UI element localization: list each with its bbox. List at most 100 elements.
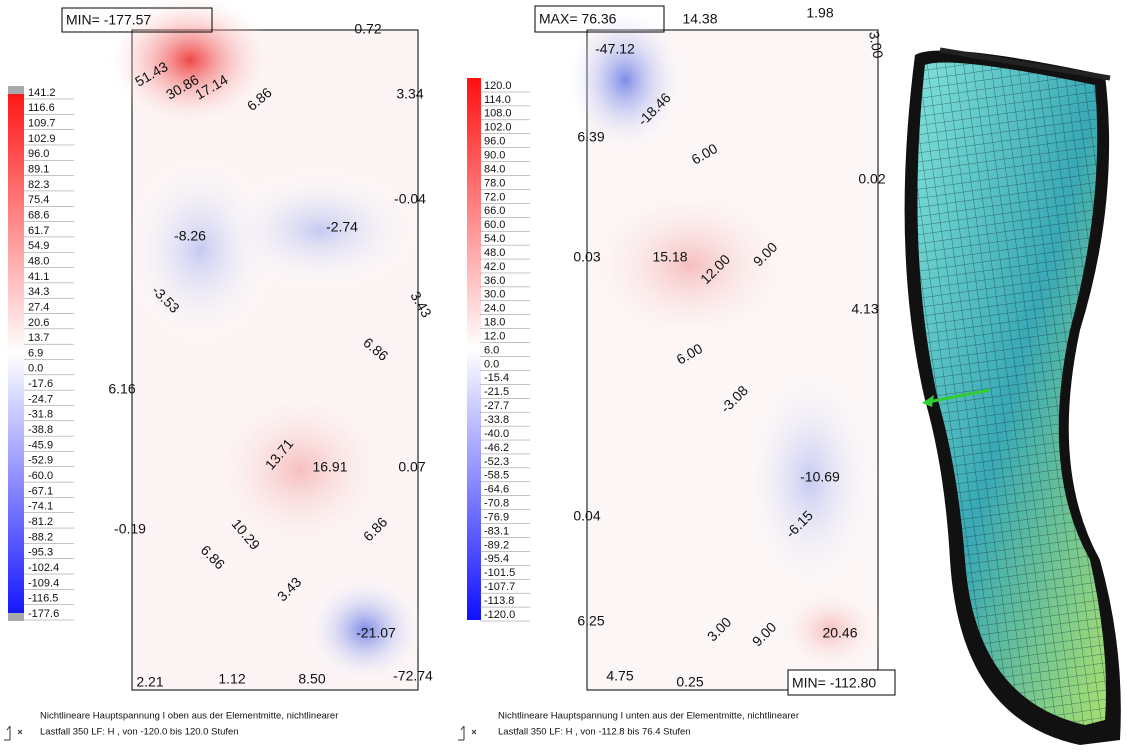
- legend-label: -83.1: [484, 525, 509, 537]
- legend-label: -109.4: [28, 577, 59, 589]
- legend-label: -67.1: [28, 485, 53, 497]
- contour-label: 3.34: [396, 86, 423, 102]
- legend-label: -64.6: [484, 484, 509, 496]
- contour-label: 1.98: [806, 5, 833, 21]
- legend-label: 27.4: [28, 301, 49, 313]
- legend-label: 72.0: [484, 191, 505, 203]
- contour-label: -21.07: [356, 625, 396, 641]
- legend-label: 0.0: [484, 358, 499, 370]
- legend-label: -38.8: [28, 424, 53, 436]
- contour-label: -47.12: [595, 41, 635, 57]
- footer-text: Nichtlineare Hauptspannung I oben aus de…: [40, 711, 338, 722]
- contour-label: 16.91: [312, 459, 347, 475]
- legend-label: -113.8: [484, 595, 514, 607]
- contour-label: -2.74: [326, 219, 358, 235]
- legend-label: 114.0: [484, 94, 511, 106]
- legend-label: 102.9: [28, 133, 56, 145]
- contour-label: 20.46: [822, 625, 857, 641]
- legend-label: -177.6: [28, 608, 59, 620]
- contour-label: 0.07: [398, 459, 425, 475]
- legend-label: 6.0: [484, 344, 499, 356]
- legend-label: 116.6: [28, 102, 55, 114]
- legend-label: 141.2: [28, 87, 56, 99]
- legend-label: -17.6: [28, 378, 53, 390]
- legend-label: 13.7: [28, 332, 49, 344]
- legend-label: 30.0: [484, 289, 505, 301]
- legend-label: 20.6: [28, 317, 49, 329]
- contour-label: -72.74: [393, 668, 433, 684]
- screenshot: MIN= -177.57 MAX= 76.36 MIN= -112.80 Nic…: [0, 0, 1127, 753]
- legend-label: 68.6: [28, 209, 49, 221]
- extreme-label: MIN= -112.80: [792, 675, 876, 691]
- extreme-label: MIN= -177.57: [66, 12, 151, 28]
- contour-label: 0.25: [676, 674, 703, 690]
- contour-label: 6.25: [577, 613, 604, 629]
- legend-label: 90.0: [484, 150, 505, 162]
- legend-label: 42.0: [484, 261, 505, 273]
- legend-label: -116.5: [28, 593, 58, 605]
- legend-label: 12.0: [484, 330, 505, 342]
- canvas: MIN= -177.57 MAX= 76.36 MIN= -112.80 Nic…: [0, 0, 1127, 753]
- legend-label: 48.0: [484, 247, 505, 259]
- contour-label: 1.12: [218, 671, 245, 687]
- legend-label: 109.7: [28, 118, 56, 130]
- axis-icon: [4, 726, 22, 740]
- contour-label: 0.72: [354, 21, 381, 37]
- legend-label: -74.1: [28, 501, 53, 513]
- legend-label: -89.2: [484, 539, 509, 551]
- legend-label: -101.5: [484, 567, 515, 579]
- legend-label: -21.5: [484, 386, 509, 398]
- deformed-wall-3d: [905, 50, 1121, 745]
- legend-label: 82.3: [28, 179, 49, 191]
- axis-icon: [458, 726, 476, 740]
- contour-label: 0.02: [858, 171, 885, 187]
- legend-label: -15.4: [484, 372, 509, 384]
- legend-label: -107.7: [484, 581, 515, 593]
- legend-bar: [8, 86, 24, 621]
- legend-label: 120.0: [484, 80, 512, 92]
- contour-label: 6.16: [108, 381, 135, 397]
- legend-label: -58.5: [484, 470, 509, 482]
- legend-label: 48.0: [28, 255, 49, 267]
- legend-label: -95.4: [484, 553, 509, 565]
- legend-label: 96.0: [484, 136, 505, 148]
- legend-label: 18.0: [484, 317, 505, 329]
- extreme-label: MAX= 76.36: [539, 11, 617, 27]
- contour-label: -0.19: [114, 521, 146, 537]
- legend-label: 54.0: [484, 233, 505, 245]
- legend-label: 24.0: [484, 303, 505, 315]
- legend-label: -52.3: [484, 456, 509, 468]
- legend-label: 89.1: [28, 164, 49, 176]
- contour-label: 4.75: [606, 668, 633, 684]
- legend-label: -45.9: [28, 439, 53, 451]
- contour-label: -0.04: [394, 191, 426, 207]
- footer-text: Nichtlineare Hauptspannung I unten aus d…: [498, 711, 799, 722]
- contour-label: -10.69: [800, 469, 840, 485]
- contour-label: 6.39: [577, 129, 604, 145]
- legend-label: -27.7: [484, 400, 509, 412]
- legend-label: 0.0: [28, 363, 43, 375]
- legend-label: -40.0: [484, 428, 509, 440]
- legend-label: -31.8: [28, 409, 53, 421]
- contour-label: 0.03: [573, 249, 600, 265]
- legend-label: -52.9: [28, 455, 53, 467]
- legend-label: 61.7: [28, 225, 49, 237]
- legend-label: -70.8: [484, 498, 509, 510]
- legend-label: -24.7: [28, 393, 53, 405]
- legend-label: -81.2: [28, 516, 53, 528]
- legend-label: -120.0: [484, 609, 515, 621]
- contour-label: 4.13: [851, 301, 878, 317]
- legend-label: 108.0: [484, 108, 512, 120]
- contour-label: 14.38: [682, 11, 717, 27]
- legend-label: 96.0: [28, 148, 49, 160]
- legend-cap: [8, 86, 24, 94]
- legend-label: -60.0: [28, 470, 53, 482]
- legend-label: 60.0: [484, 219, 505, 231]
- legend-label: -102.4: [28, 562, 59, 574]
- footer-text: Lastfall 350 LF: H , von -120.0 bis 120.…: [40, 727, 239, 738]
- legend-label: 41.1: [28, 271, 49, 283]
- legend-label: -95.3: [28, 547, 53, 559]
- contour-label: -8.26: [174, 228, 206, 244]
- legend-label: -88.2: [28, 531, 53, 543]
- legend-label: 78.0: [484, 177, 505, 189]
